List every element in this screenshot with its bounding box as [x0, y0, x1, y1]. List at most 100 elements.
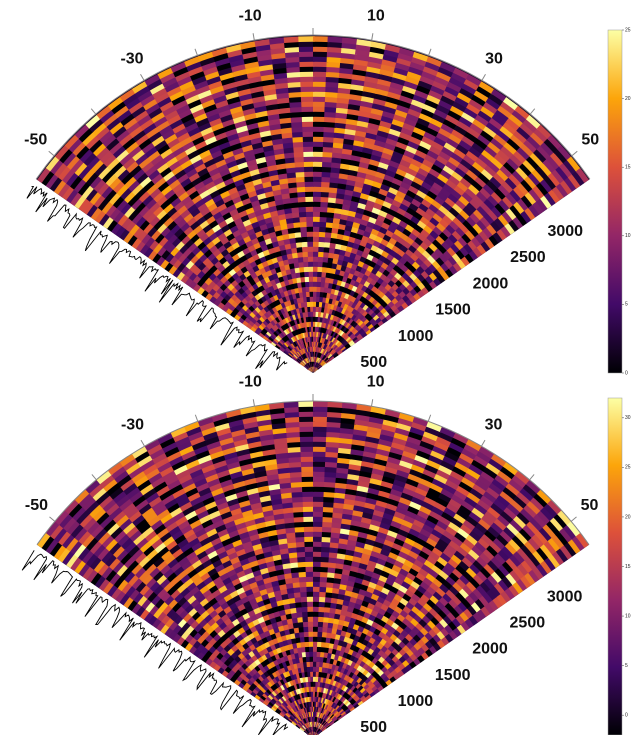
heat-cell [388, 293, 396, 302]
heat-cell [355, 630, 363, 638]
heat-cell [571, 171, 585, 186]
heat-cell [327, 353, 332, 359]
heat-cell [228, 633, 237, 642]
heat-cell [344, 328, 350, 334]
heat-cell [327, 571, 336, 579]
heat-cell [265, 560, 276, 568]
r-tick-label: 3000 [547, 223, 583, 240]
heat-cell [279, 346, 286, 351]
heat-cell [329, 607, 337, 614]
heat-cell [266, 338, 273, 344]
heat-cell [243, 112, 258, 121]
heat-cell [352, 336, 359, 343]
heat-cell [257, 662, 264, 670]
heat-cell [270, 684, 277, 692]
heat-cell [299, 355, 304, 361]
heat-cell [318, 606, 326, 613]
heat-cell [249, 581, 259, 590]
heat-cell [282, 343, 288, 349]
heat-cell [293, 146, 305, 153]
heat-cell [278, 640, 285, 648]
heat-cell [353, 58, 370, 67]
heat-cell [325, 81, 340, 88]
heat-cell [341, 208, 350, 216]
heat-cell [265, 634, 273, 642]
heat-cell [334, 122, 348, 130]
heat-cell [334, 327, 340, 334]
heat-cell [255, 677, 262, 685]
heat-cell [356, 536, 368, 544]
heat-cell [273, 337, 280, 344]
heat-cell [346, 310, 352, 318]
heat-cell [338, 700, 344, 707]
heat-cell [280, 666, 287, 674]
heat-cell [332, 512, 344, 519]
heat-cell [284, 687, 290, 694]
heat-cell [291, 131, 304, 138]
heat-cell [296, 641, 302, 649]
heat-cell [287, 86, 303, 93]
heat-cell [367, 122, 381, 131]
heat-cell [297, 703, 302, 710]
heat-cell [291, 330, 296, 337]
heat-cell [335, 704, 340, 711]
heat-cell [340, 291, 347, 299]
heat-cell [347, 338, 353, 344]
heat-cell [337, 542, 349, 550]
heat-cell [323, 241, 331, 248]
heat-cell [288, 304, 294, 311]
heat-cell [241, 297, 249, 305]
heat-cell [275, 568, 285, 576]
heat-cell [351, 302, 358, 309]
heat-cell [204, 649, 213, 659]
heat-cell [286, 617, 294, 625]
heat-cell [259, 535, 271, 544]
heat-cell [331, 298, 337, 306]
heat-cell [293, 663, 298, 670]
heat-cell [340, 158, 352, 166]
heat-cell [355, 287, 362, 295]
heat-cell [301, 646, 306, 653]
heat-cell [276, 699, 283, 706]
heat-cell [362, 574, 373, 583]
heat-cell [339, 167, 351, 176]
heat-cell [357, 282, 365, 290]
heat-cell [323, 672, 328, 679]
heat-cell [352, 586, 361, 595]
heat-cell [368, 661, 376, 669]
heat-cell [281, 296, 288, 303]
heat-cell [361, 681, 368, 688]
heat-cell [367, 323, 375, 330]
heat-cell [322, 626, 329, 633]
heat-cell [298, 576, 308, 583]
heat-cell [282, 197, 292, 205]
heat-cell [375, 247, 385, 256]
heat-cell [373, 673, 381, 681]
heat-cell [355, 318, 362, 325]
heat-cell [369, 576, 380, 585]
heat-cell [277, 303, 284, 310]
heat-cell [213, 298, 222, 307]
heat-cell [373, 175, 385, 185]
heat-cell [370, 643, 378, 652]
heat-cell [220, 297, 229, 306]
heat-cell [256, 161, 269, 169]
heat-cell [226, 290, 235, 298]
heat-cell [243, 545, 256, 554]
heat-cell [325, 709, 330, 716]
heat-cell [321, 531, 333, 538]
heat-cell [259, 278, 267, 286]
heat-cell [281, 709, 287, 715]
heat-cell [355, 572, 366, 580]
heat-cell [322, 291, 328, 299]
heat-cell [345, 642, 353, 650]
heat-cell [234, 297, 242, 305]
heat-cell [294, 705, 299, 712]
heat-cell [295, 606, 303, 613]
heat-cell [344, 657, 351, 665]
heat-cell [336, 279, 343, 287]
heat-cell [321, 713, 326, 720]
heat-cell [236, 614, 246, 624]
heat-cell [256, 691, 263, 698]
heat-cell [260, 672, 267, 680]
